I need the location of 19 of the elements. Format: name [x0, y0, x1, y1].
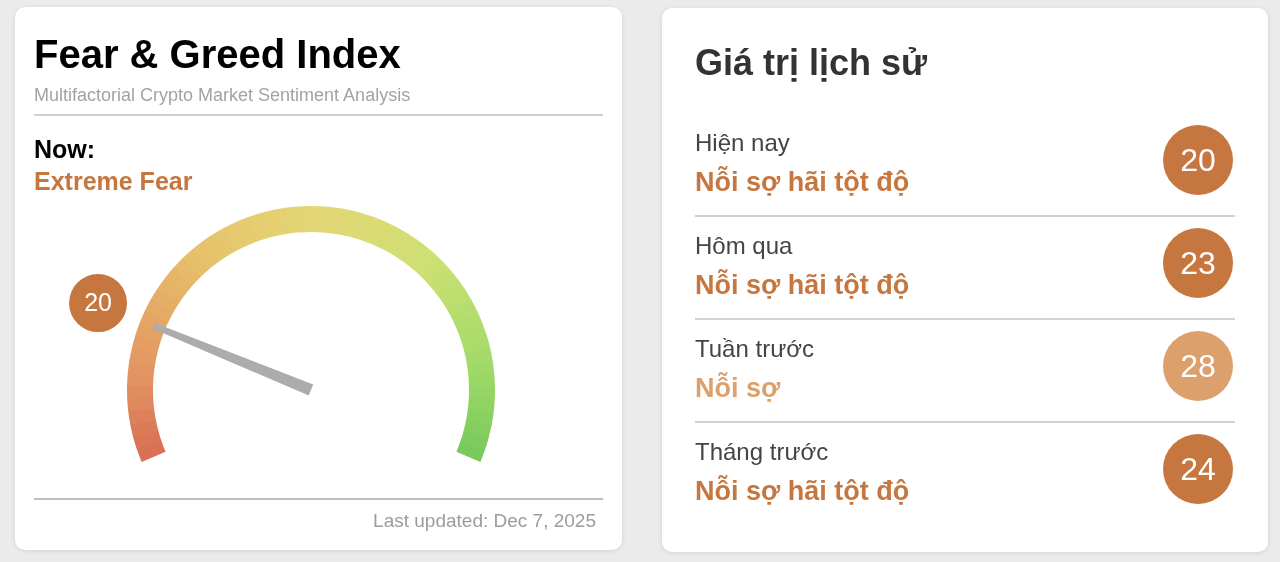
category-label: Hôm qua [695, 232, 793, 259]
text: Extreme Fear [34, 167, 193, 195]
data-label: 23 [1163, 228, 1233, 298]
text: Fear & Greed Index [34, 32, 401, 76]
text: Nỗi sợ [695, 373, 781, 403]
data-label: 20 [1163, 125, 1233, 195]
text: Nỗi sợ hãi tột độ [695, 476, 910, 506]
text: Now: [34, 135, 96, 163]
category-label: Tháng trước [695, 438, 829, 465]
text: Giá trị lịch sử [695, 42, 928, 83]
category-label: Tuần trước [695, 335, 814, 362]
data-label: 24 [1163, 434, 1233, 504]
data-label: 20 [84, 287, 112, 316]
text: Last updated: Dec 7, 2025 [373, 510, 596, 531]
text: Multifactorial Crypto Market Sentiment Analysis [34, 85, 411, 105]
text: Nỗi sợ hãi tột độ [695, 167, 910, 197]
text: Nỗi sợ hãi tột độ [695, 270, 910, 300]
data-label: 28 [1163, 331, 1233, 401]
category-label: Hiện nay [695, 129, 790, 156]
